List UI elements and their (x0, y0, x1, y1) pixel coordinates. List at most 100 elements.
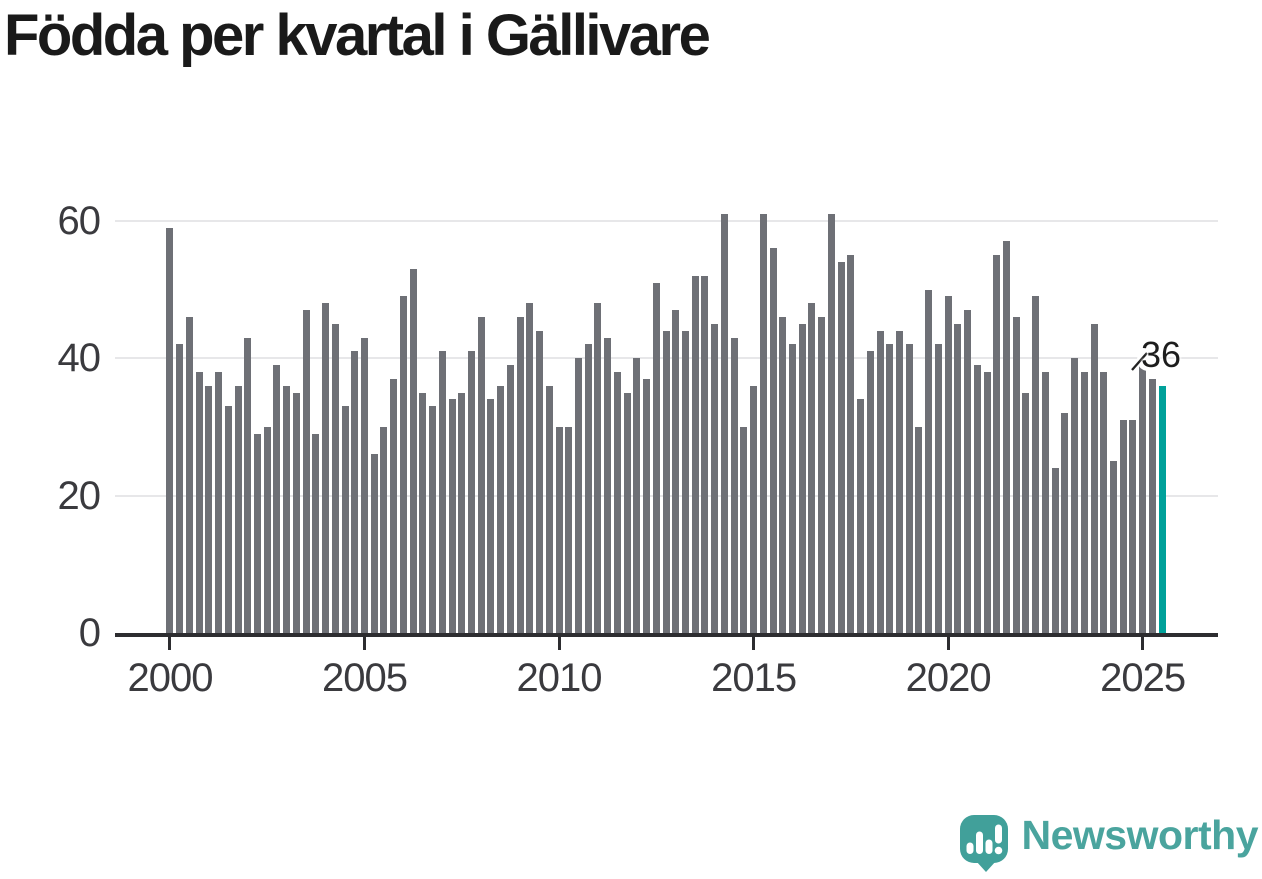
bar (876, 330, 884, 633)
x-axis-label: 2010 (516, 656, 603, 700)
bar (1080, 371, 1088, 633)
bar (205, 385, 213, 633)
y-axis-label: 0 (78, 611, 101, 655)
bar (487, 399, 495, 633)
bar (788, 344, 796, 633)
x-axis-label: 2000 (127, 656, 213, 700)
bar (545, 385, 553, 633)
bar (769, 248, 777, 633)
x-axis-tick (752, 637, 756, 650)
bar (399, 296, 407, 633)
bar (1012, 316, 1020, 633)
bar (613, 371, 621, 633)
newsworthy-logo-text: Newsworthy (1021, 812, 1259, 858)
bar (701, 275, 709, 633)
bar (361, 337, 368, 633)
y-axis-label: 60 (57, 198, 102, 243)
bar (866, 351, 874, 633)
bar (1148, 378, 1156, 633)
bar (925, 289, 933, 633)
bar (604, 337, 612, 633)
newsworthy-logo: Newsworthy (952, 797, 1259, 873)
bar (818, 316, 826, 633)
bar (623, 392, 631, 633)
bar (798, 323, 806, 633)
bar (215, 371, 223, 633)
bar (351, 351, 359, 633)
x-axis-tick (168, 637, 172, 650)
chart-title: Födda per kvartal i Gällivare (4, 3, 711, 68)
y-axis-label: 20 (57, 473, 102, 518)
bar (1109, 461, 1117, 633)
bar (964, 310, 972, 633)
bar (536, 330, 544, 633)
bar (643, 378, 651, 633)
bar (468, 351, 475, 633)
bar (224, 406, 232, 633)
annotation-leader-line (1130, 349, 1159, 372)
bar (662, 330, 670, 633)
bar (283, 385, 291, 633)
bar (185, 316, 193, 633)
bar (915, 426, 923, 633)
bar (370, 454, 378, 633)
bar (555, 426, 563, 633)
x-axis-tick (557, 637, 561, 650)
bar (331, 323, 339, 633)
x-axis-label: 2025 (1100, 656, 1186, 700)
bar (575, 358, 582, 633)
bar (1071, 358, 1079, 633)
bar (312, 433, 320, 633)
bar (292, 392, 300, 633)
bar (429, 406, 437, 633)
bar (565, 426, 573, 633)
bar (934, 344, 942, 633)
bar (1032, 296, 1040, 633)
bar (273, 365, 281, 633)
bar (263, 426, 271, 633)
bar (720, 213, 728, 633)
bar (1119, 420, 1127, 633)
bar (497, 385, 505, 633)
bar (390, 378, 398, 633)
bar (409, 268, 417, 633)
bar (1139, 358, 1147, 633)
bar (1100, 371, 1108, 633)
bar (740, 426, 748, 633)
x-axis-label: 2020 (905, 656, 992, 700)
x-axis-tick (363, 637, 366, 650)
bar (779, 316, 787, 633)
bar (477, 316, 485, 633)
bar (711, 323, 719, 633)
bar (730, 337, 738, 633)
bar (837, 262, 845, 633)
bar (827, 213, 835, 633)
bar (516, 316, 524, 633)
x-axis-tick (1141, 637, 1145, 650)
bar (380, 426, 388, 633)
bar (682, 330, 689, 633)
bar (584, 344, 592, 633)
bar (1022, 392, 1030, 633)
bar (195, 371, 203, 633)
bar (973, 365, 981, 633)
y-axis-label: 40 (57, 336, 102, 381)
bar (993, 255, 1001, 633)
bar (905, 344, 913, 633)
bar (857, 399, 865, 633)
bar (652, 282, 660, 633)
bar (895, 330, 903, 633)
bar (750, 385, 758, 633)
bar (1061, 413, 1069, 633)
bar (448, 399, 456, 633)
bar (166, 227, 174, 633)
bar (254, 433, 261, 633)
x-axis-label: 2015 (711, 656, 797, 700)
bar (672, 310, 680, 633)
bar (594, 303, 602, 633)
x-axis-label: 2005 (322, 656, 408, 700)
bar (1051, 468, 1059, 633)
bar (458, 392, 466, 633)
bar (944, 296, 952, 633)
